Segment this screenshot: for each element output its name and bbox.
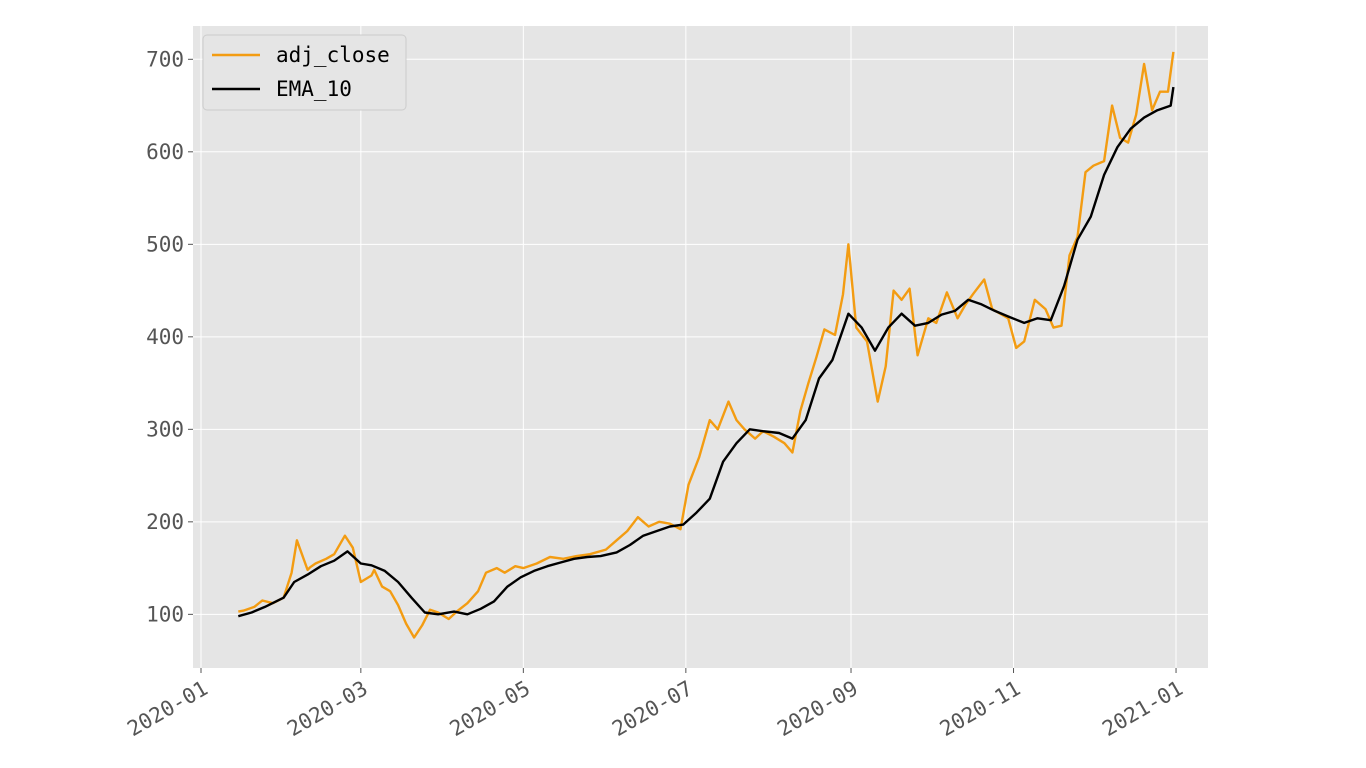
y-tick-label: 400 bbox=[146, 325, 184, 349]
legend: adj_close EMA_10 bbox=[202, 34, 407, 111]
x-tick-label: 2020-01 bbox=[123, 676, 212, 741]
x-tick-label: 2020-05 bbox=[446, 676, 535, 741]
x-axis: 2020-01 2020-03 2020-05 2020-07 2020-09 2020-… bbox=[123, 668, 1187, 741]
y-tick-label: 600 bbox=[146, 140, 184, 164]
grid-layer bbox=[193, 26, 1208, 668]
x-tick-label: 2020-03 bbox=[283, 676, 372, 741]
legend-label-adj-close: adj_close bbox=[276, 43, 390, 67]
x-tick-label: 2020-11 bbox=[936, 676, 1025, 741]
y-tick-label: 200 bbox=[146, 510, 184, 534]
y-tick-label: 100 bbox=[146, 602, 184, 626]
x-tick-label: 2021-01 bbox=[1098, 676, 1187, 741]
y-tick-label: 700 bbox=[146, 47, 184, 71]
y-axis: 100 200 300 400 500 600 700 bbox=[146, 47, 193, 626]
series-layer bbox=[237, 51, 1175, 639]
legend-box bbox=[202, 34, 407, 111]
x-tick-label: 2020-07 bbox=[608, 676, 697, 741]
plot-area bbox=[193, 26, 1208, 668]
series-line-ema-10 bbox=[237, 86, 1175, 618]
legend-label-ema-10: EMA_10 bbox=[276, 77, 352, 101]
x-tick-label: 2020-09 bbox=[773, 676, 862, 741]
y-tick-label: 500 bbox=[146, 232, 184, 256]
y-tick-label: 300 bbox=[146, 417, 184, 441]
series-line-adj-close bbox=[238, 51, 1175, 639]
